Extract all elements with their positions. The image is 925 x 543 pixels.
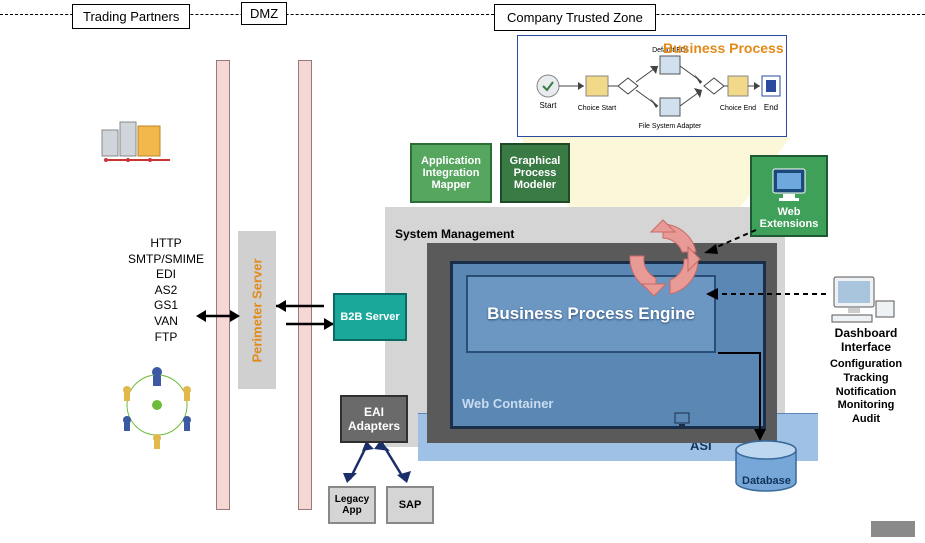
- svg-text:End: End: [764, 103, 778, 112]
- dashboard-computer-icon: [828, 273, 898, 328]
- webext-to-engine-arrow: [700, 226, 760, 256]
- protocol-item: FTP: [128, 330, 204, 346]
- svg-text:Start: Start: [540, 101, 558, 110]
- eai-connector-arrows: [342, 443, 422, 487]
- protocol-item: SMTP/SMIME: [128, 252, 204, 268]
- protocol-item: GS1: [128, 298, 204, 314]
- web-extensions-box: Web Extensions: [750, 155, 828, 237]
- svg-text:File System Adapter: File System Adapter: [639, 123, 702, 130]
- dashboard-to-engine-arrow: [702, 287, 830, 301]
- system-management-label: System Management: [395, 227, 514, 241]
- cycle-arrows-icon: [620, 216, 706, 302]
- perimeter-server-label: Perimeter Server: [250, 258, 265, 362]
- protocol-list: HTTP SMTP/SMIME EDI AS2 GS1 VAN FTP: [128, 236, 204, 345]
- monitor-icon: [769, 166, 809, 204]
- sap-label: SAP: [399, 499, 422, 511]
- legacy-app-box: Legacy App: [328, 486, 376, 524]
- dash-item: Configuration: [820, 358, 912, 372]
- eai-adapters-box: EAI Adapters: [340, 395, 408, 443]
- database-label: Database: [742, 475, 791, 487]
- engine-to-db-arrow: [716, 351, 772, 443]
- dash-item: Notification: [820, 386, 912, 400]
- buildings-icon: [98, 112, 178, 168]
- footer-gray-box: [871, 521, 915, 537]
- dmz-bar-right: [298, 60, 312, 510]
- asi-monitor-icon: [674, 412, 692, 431]
- app-integration-mapper-box: Application Integration Mapper: [410, 143, 492, 203]
- zone-dmz: DMZ: [241, 2, 287, 25]
- bpe-label: Business Process Engine: [487, 304, 695, 324]
- dash-item: Tracking: [820, 372, 912, 386]
- dashboard-items: Configuration Tracking Notification Moni…: [820, 358, 912, 427]
- protocol-item: HTTP: [128, 236, 204, 252]
- zone-trading-partners: Trading Partners: [72, 4, 190, 29]
- perimeter-server-box: Perimeter Server: [238, 231, 276, 389]
- aim-label: Application Integration Mapper: [412, 155, 490, 191]
- dash-item: Monitoring: [820, 399, 912, 413]
- protocol-item: VAN: [128, 314, 204, 330]
- gpm-label: Graphical Process Modeler: [502, 155, 568, 191]
- zone-company-trusted: Company Trusted Zone: [494, 4, 656, 31]
- business-process-title: Business Process: [663, 40, 784, 56]
- protocol-item: EDI: [128, 267, 204, 283]
- eai-label: EAI Adapters: [342, 405, 406, 433]
- dash-item: Audit: [820, 413, 912, 427]
- people-network-icon: [112, 360, 202, 450]
- graphical-process-modeler-box: Graphical Process Modeler: [500, 143, 570, 203]
- web-ext-label: Web Extensions: [752, 206, 826, 230]
- sap-box: SAP: [386, 486, 434, 524]
- protocol-perimeter-arrow: [196, 306, 240, 326]
- dmz-bar-left: [216, 60, 230, 510]
- perimeter-b2b-arrows: [276, 296, 334, 336]
- dashboard-interface-label: Dashboard Interface: [822, 326, 910, 354]
- svg-text:Choice End: Choice End: [720, 105, 756, 112]
- b2b-server-box: B2B Server: [333, 293, 407, 341]
- legacy-label: Legacy App: [330, 494, 374, 516]
- web-container-label: Web Container: [462, 396, 554, 411]
- b2b-server-label: B2B Server: [340, 311, 399, 323]
- svg-text:Choice Start: Choice Start: [578, 105, 617, 112]
- protocol-item: AS2: [128, 283, 204, 299]
